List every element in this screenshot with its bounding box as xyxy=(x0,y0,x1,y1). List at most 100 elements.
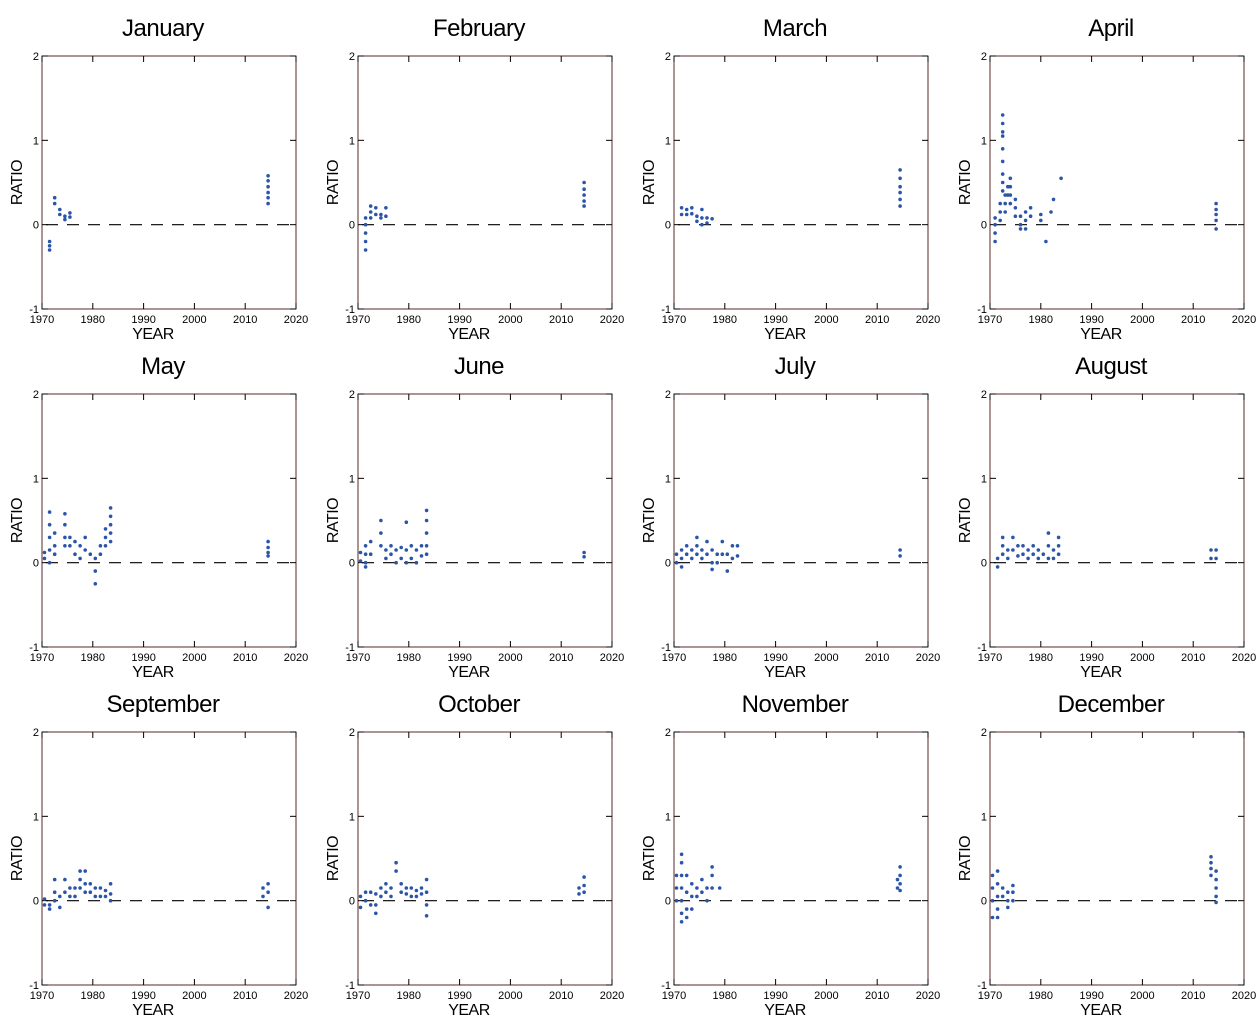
data-point xyxy=(73,886,77,890)
data-point xyxy=(368,903,373,907)
data-point xyxy=(47,510,52,514)
data-point xyxy=(1018,222,1023,227)
data-point xyxy=(705,552,709,556)
data-point xyxy=(384,890,388,894)
data-point xyxy=(1214,227,1218,231)
data-point xyxy=(1214,900,1218,905)
data-point xyxy=(690,206,694,210)
x-tick-label: 1970 xyxy=(662,652,686,664)
data-point xyxy=(1209,860,1213,865)
data-point xyxy=(358,550,363,555)
data-point xyxy=(374,206,378,210)
data-point xyxy=(582,204,586,208)
data-point xyxy=(98,552,103,556)
scatter-plot: June 1970 1980 1990 2000 2010 2020 -1 0 1 2 YEAR RAT… xyxy=(325,353,624,681)
data-point xyxy=(993,231,997,235)
data-point xyxy=(266,890,270,894)
data-point xyxy=(414,888,419,893)
data-point xyxy=(1011,548,1015,552)
y-tick-label: -1 xyxy=(345,304,355,316)
data-point xyxy=(108,522,113,527)
x-tick-label: 2010 xyxy=(233,990,257,1002)
scatter-plot: April 1970 1980 1990 2000 2010 2020 -1 0 1 2 YEAR RA… xyxy=(957,15,1256,343)
data-point xyxy=(710,548,714,552)
x-tick-label: 2020 xyxy=(284,652,308,664)
data-point xyxy=(1000,172,1005,176)
data-point xyxy=(414,560,419,565)
x-tick-label: 1990 xyxy=(1079,314,1103,326)
x-tick-label: 2020 xyxy=(916,652,940,664)
data-point xyxy=(358,894,363,899)
data-point xyxy=(414,894,419,899)
data-point xyxy=(394,869,398,873)
x-tick-label: 2020 xyxy=(916,314,940,326)
plot-frame xyxy=(41,393,297,648)
data-point xyxy=(710,560,714,565)
x-axis-label: YEAR xyxy=(132,1002,174,1019)
data-point xyxy=(995,869,1000,873)
data-point xyxy=(266,190,270,195)
data-point xyxy=(108,514,113,519)
data-point xyxy=(1000,121,1005,126)
data-point xyxy=(1214,207,1218,212)
data-point xyxy=(93,886,98,890)
x-tick-label: 2020 xyxy=(284,990,308,1002)
data-point xyxy=(409,894,414,899)
data-point xyxy=(379,212,383,217)
data-point xyxy=(1051,556,1056,561)
data-point xyxy=(679,206,684,210)
data-point xyxy=(1214,548,1218,552)
data-point xyxy=(674,552,679,556)
data-point xyxy=(1041,552,1046,556)
chart-panel-may: May 1970 1980 1990 2000 2010 2020 -1 0 1 2 YEAR RATI… xyxy=(0,338,316,681)
data-point xyxy=(1023,218,1028,223)
data-point xyxy=(582,193,586,197)
data-point xyxy=(1214,886,1218,890)
data-point xyxy=(63,217,67,222)
data-point xyxy=(684,873,689,878)
y-tick-label: -1 xyxy=(661,642,671,654)
data-point xyxy=(582,180,586,185)
data-point xyxy=(261,886,265,890)
data-point xyxy=(690,556,694,561)
data-point xyxy=(710,886,714,890)
x-tick-label: 1990 xyxy=(447,652,471,664)
data-point xyxy=(88,882,93,886)
x-axis-label: YEAR xyxy=(448,664,490,681)
data-point xyxy=(725,569,730,573)
x-tick-label: 2020 xyxy=(1232,990,1256,1002)
y-tick-label: 1 xyxy=(981,135,987,147)
y-axis-label: RATIO xyxy=(957,836,974,881)
data-point xyxy=(720,539,725,544)
data-point xyxy=(419,554,424,558)
data-point xyxy=(63,890,67,894)
data-point xyxy=(103,888,108,893)
y-tick-label: -1 xyxy=(345,642,355,654)
y-axis-label: RATIO xyxy=(9,498,26,543)
data-point xyxy=(399,556,403,561)
chart-panel-october: October 1970 1980 1990 2000 2010 2020 -1 0 1 2 YEAR… xyxy=(316,676,632,1019)
y-tick-label: 0 xyxy=(665,558,671,570)
data-point xyxy=(684,212,689,217)
x-tick-label: 2000 xyxy=(498,652,522,664)
data-point xyxy=(63,522,67,527)
data-point xyxy=(363,890,368,894)
data-point xyxy=(374,892,378,896)
data-point xyxy=(389,886,393,890)
data-point xyxy=(108,898,113,903)
data-point xyxy=(700,216,704,220)
data-point xyxy=(684,207,689,212)
data-point xyxy=(898,197,902,202)
data-point xyxy=(1008,201,1013,206)
data-point xyxy=(695,535,699,540)
data-point xyxy=(690,548,694,552)
data-point xyxy=(68,535,72,540)
data-point xyxy=(58,894,62,899)
data-point xyxy=(717,886,722,890)
data-point xyxy=(705,886,709,890)
x-tick-label: 1970 xyxy=(346,314,370,326)
x-tick-label: 2020 xyxy=(284,314,308,326)
y-tick-label: 2 xyxy=(33,389,39,401)
y-tick-label: 2 xyxy=(665,389,671,401)
y-tick-label: 2 xyxy=(33,727,39,739)
